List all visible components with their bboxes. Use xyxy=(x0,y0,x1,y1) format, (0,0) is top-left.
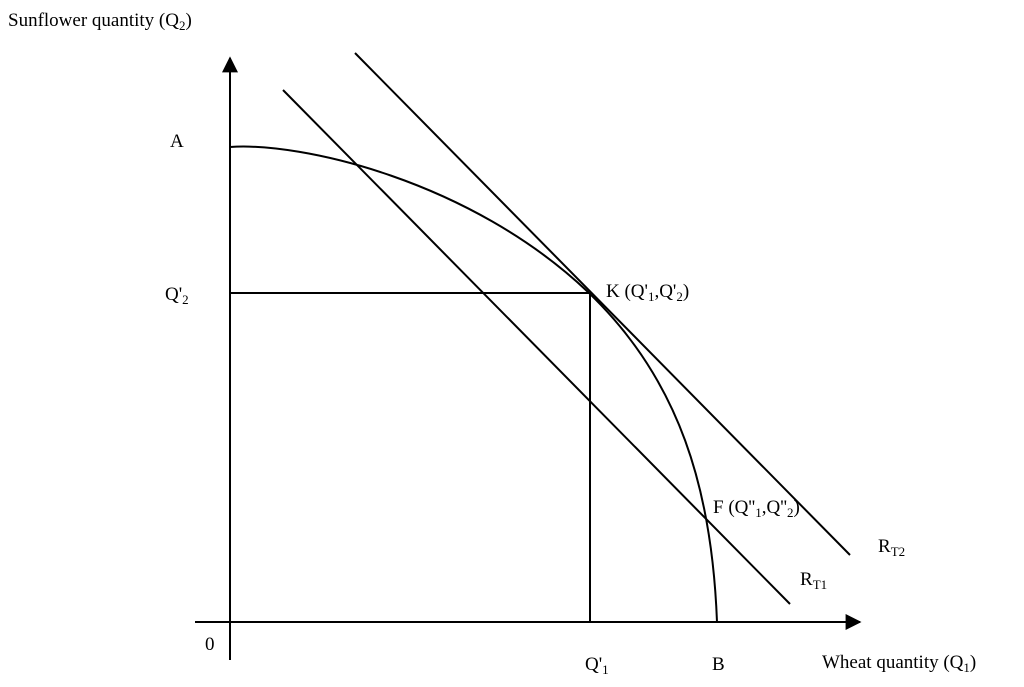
origin-label: 0 xyxy=(205,634,215,655)
y-axis-label: Sunflower quantity (Q2) xyxy=(8,10,192,33)
rt2-line xyxy=(354,52,851,556)
q2-prime-label: Q'2 xyxy=(165,284,189,307)
point-k-label: K (Q'1,Q'2) xyxy=(606,281,689,304)
rt1-label: RT1 xyxy=(800,569,827,592)
point-f-label: F (Q''1,Q''2) xyxy=(713,497,800,520)
point-a-label: A xyxy=(170,131,184,152)
q1-prime-label: Q'1 xyxy=(585,654,609,677)
rt2-label: RT2 xyxy=(878,536,905,559)
ppf-curve xyxy=(229,145,718,623)
rt1-line xyxy=(282,89,791,605)
x-axis-label: Wheat quantity (Q1) xyxy=(822,652,976,675)
point-b-label: B xyxy=(712,654,725,675)
